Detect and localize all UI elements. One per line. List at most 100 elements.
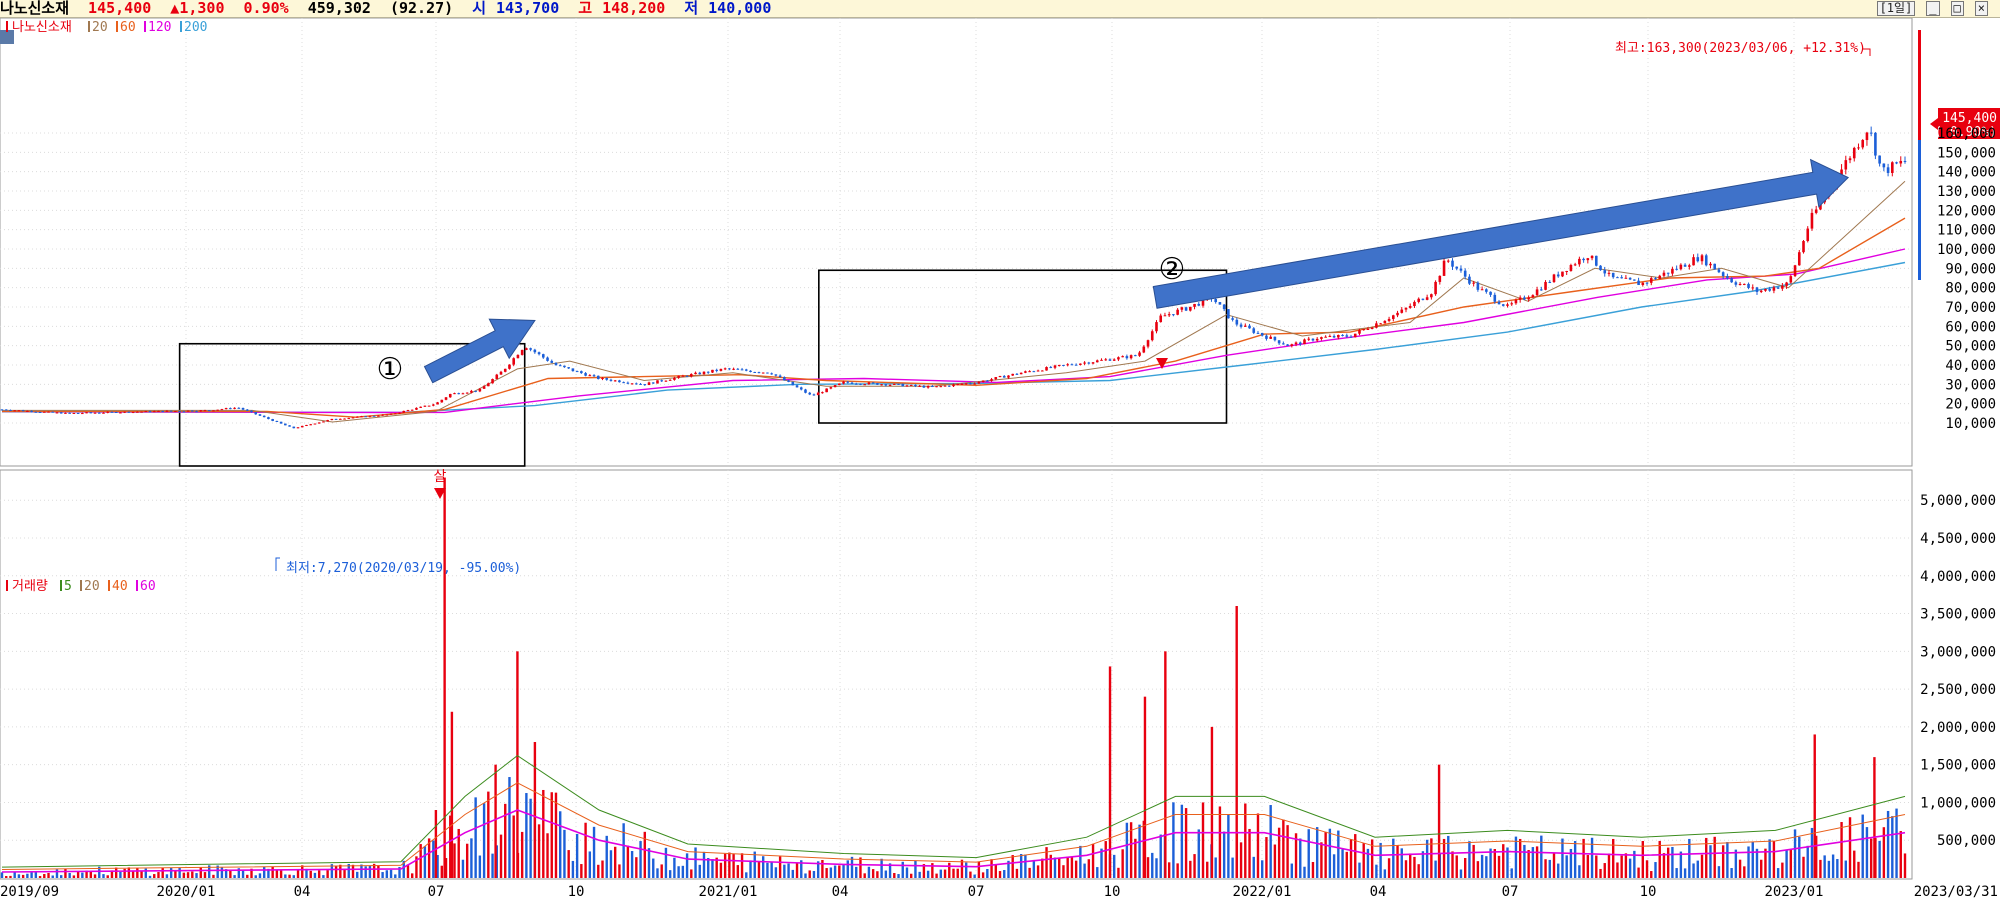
candle-body — [1713, 263, 1716, 270]
candle-body — [647, 382, 651, 386]
volume-bar — [43, 874, 46, 878]
candle-body — [72, 412, 76, 414]
minimize-icon[interactable]: _ — [1926, 1, 1940, 16]
volume-bar — [1645, 860, 1649, 878]
candle-body — [470, 390, 473, 393]
volume-bar — [326, 870, 329, 878]
candle-body — [1497, 301, 1501, 305]
candle-body — [364, 416, 367, 418]
volume-bar — [618, 864, 621, 878]
volume-grid — [0, 469, 1913, 880]
candle-body — [1024, 371, 1027, 373]
volume-bar — [411, 873, 414, 878]
candle-body — [482, 386, 486, 389]
candle-body — [372, 415, 376, 417]
volume-bar — [203, 872, 207, 878]
volume-bar — [575, 833, 579, 878]
candle-body — [1269, 336, 1272, 339]
x-tick-label: 10 — [1640, 884, 1657, 900]
stock-name: 나노신소재 — [0, 0, 70, 17]
volume-bar — [1582, 838, 1585, 878]
volume-bar — [1180, 804, 1184, 878]
candle-body — [533, 349, 537, 353]
volume-bar — [1535, 846, 1539, 878]
volume-bar — [639, 841, 642, 878]
volume-bar — [1167, 862, 1171, 878]
candle-body — [1485, 289, 1488, 292]
volume-bar — [520, 831, 524, 878]
price-tag-bg — [1938, 108, 2000, 139]
volume-ma-lines — [1, 754, 1906, 873]
volume-bar — [685, 853, 689, 878]
candle-body — [529, 348, 532, 350]
volume-bar — [1751, 842, 1754, 878]
high-annotation-pointer — [1862, 48, 1871, 56]
volume-bar — [922, 864, 926, 878]
volume-bar — [237, 868, 241, 878]
x-tick-label: 2021/01 — [698, 884, 757, 900]
volume-bar — [432, 840, 435, 878]
candle-body — [216, 409, 219, 411]
volume-bar — [935, 873, 938, 878]
volume-bar — [1184, 808, 1188, 878]
volume-bar — [1612, 838, 1615, 878]
candle-body — [136, 411, 139, 413]
volume-bar — [1485, 856, 1488, 878]
volume-bar — [677, 866, 680, 878]
volume-y-tick-label: 2,500,000 — [1920, 682, 1996, 698]
candle-body — [195, 411, 198, 413]
candle-body — [1726, 276, 1729, 279]
candle-body — [685, 375, 689, 377]
candle-body — [440, 399, 444, 403]
volume-y-tick-label: 4,500,000 — [1920, 531, 1996, 547]
volume-bar — [1497, 855, 1501, 878]
volume-bar — [1671, 846, 1674, 878]
candle-body — [1379, 323, 1382, 325]
volume-bar — [567, 850, 570, 878]
volume-y-tick-label: 1,500,000 — [1920, 758, 1996, 774]
volume-bar — [1315, 827, 1319, 878]
candle-body — [1527, 297, 1530, 300]
volume-bar — [478, 855, 482, 878]
candle-body — [1806, 228, 1810, 242]
volume-bar — [1569, 848, 1573, 878]
volume-spike-bar — [1235, 606, 1238, 878]
candle-body — [203, 410, 207, 412]
candle-body — [1556, 274, 1560, 277]
close-icon[interactable]: × — [1974, 1, 1988, 16]
volume-bar — [47, 872, 50, 878]
candle-body — [1366, 328, 1370, 330]
period-button[interactable]: [1일] — [1876, 1, 1916, 16]
maximize-icon[interactable]: □ — [1950, 1, 1964, 16]
candle-body — [1738, 284, 1742, 286]
candle-body — [123, 411, 126, 413]
volume-bar — [512, 815, 515, 878]
candle-body — [1895, 162, 1898, 164]
range-bar-blue — [1918, 140, 1921, 280]
volume-bar — [994, 864, 997, 878]
candle-body — [64, 412, 67, 414]
volume-bar — [1155, 858, 1158, 878]
volume-bar — [1239, 842, 1243, 878]
volume-bar — [880, 858, 883, 878]
candle-body — [1370, 327, 1374, 329]
volume-bar — [1007, 860, 1010, 878]
volume-bar — [1869, 838, 1873, 878]
volume-bar — [1789, 849, 1793, 878]
volume-bar — [1332, 854, 1336, 878]
volume-bar — [774, 867, 778, 878]
volume-bar — [1201, 802, 1205, 878]
candle-body — [140, 411, 143, 413]
volume-bar — [694, 847, 697, 878]
candle-body — [237, 407, 241, 409]
candle-body — [1582, 258, 1585, 261]
volume-bar — [597, 864, 600, 878]
candle-body — [816, 392, 820, 396]
candle-body — [245, 409, 249, 411]
volume-bar — [1307, 829, 1310, 878]
candle-body — [1430, 294, 1433, 298]
candle-body — [880, 384, 883, 386]
volume-bar — [208, 865, 211, 878]
candle-body — [986, 380, 989, 382]
candle-body — [1108, 359, 1112, 361]
